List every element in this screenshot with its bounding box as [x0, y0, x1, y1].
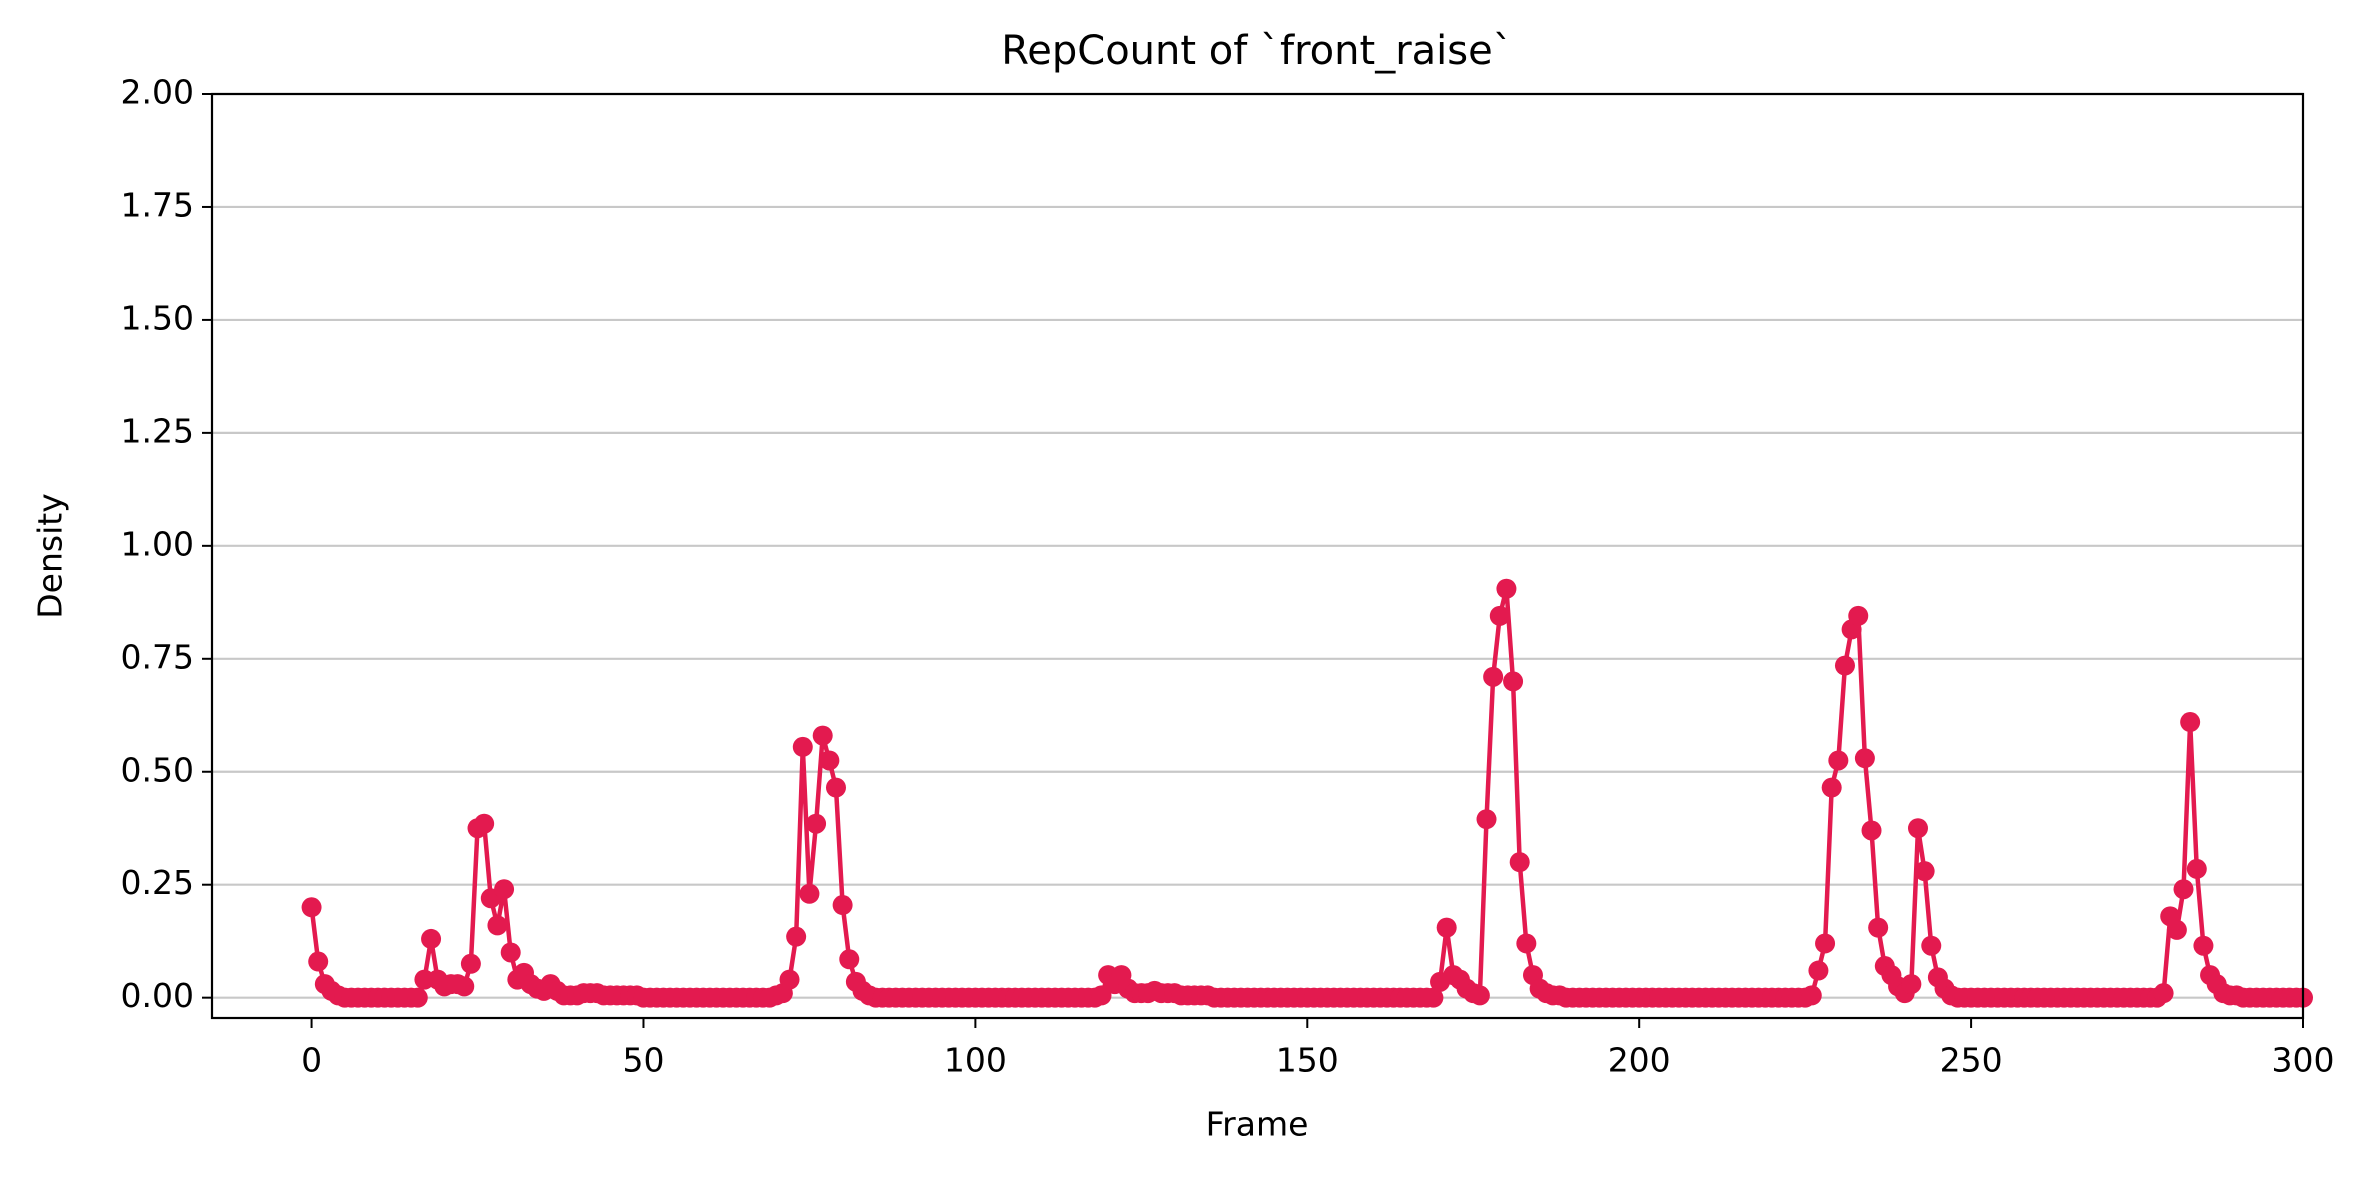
chart-title: RepCount of `front_raise` [1001, 28, 1512, 74]
point [2153, 983, 2174, 1004]
point [819, 750, 840, 771]
x-tick-label: 200 [1608, 1041, 1671, 1080]
point [494, 879, 515, 900]
y-axis-label: Density [31, 493, 70, 618]
x-tick-label: 100 [944, 1041, 1007, 1080]
point [1854, 748, 1875, 769]
x-tick-label: 250 [1940, 1041, 2003, 1080]
point [1476, 809, 1497, 830]
point [1489, 605, 1510, 626]
point [1868, 917, 1889, 938]
point [1907, 818, 1928, 839]
point [454, 976, 475, 997]
point [1901, 974, 1922, 995]
point [407, 987, 428, 1008]
point [2186, 858, 2207, 879]
y-tick-label: 1.75 [121, 185, 194, 224]
x-tick-label: 300 [2272, 1041, 2335, 1080]
point [2180, 712, 2201, 733]
y-tick-label: 1.00 [121, 524, 194, 563]
y-tick-label: 0.75 [121, 637, 194, 676]
y-tick-label: 0.00 [121, 976, 194, 1015]
x-tick-label: 0 [301, 1041, 322, 1080]
point [421, 928, 442, 949]
point [1828, 750, 1849, 771]
point [474, 813, 495, 834]
point [779, 969, 800, 990]
point [2173, 879, 2194, 900]
point [1848, 605, 1869, 626]
point [1914, 861, 1935, 882]
point [839, 949, 860, 970]
x-tick-label: 50 [622, 1041, 664, 1080]
point [1516, 933, 1537, 954]
y-tick-label: 1.50 [121, 298, 194, 337]
point [1861, 820, 1882, 841]
point [1509, 852, 1530, 873]
point [825, 777, 846, 798]
point [460, 953, 481, 974]
y-tick-label: 0.25 [121, 863, 194, 902]
point [1921, 935, 1942, 956]
point [308, 951, 329, 972]
point [1821, 777, 1842, 798]
x-tick-label: 150 [1276, 1041, 1339, 1080]
point [1436, 917, 1457, 938]
point [1503, 671, 1524, 692]
line [309, 586, 2303, 1000]
point [792, 736, 813, 757]
point [1801, 985, 1822, 1006]
point [500, 942, 521, 963]
point [1423, 987, 1444, 1008]
point [1469, 985, 1490, 1006]
point [1834, 655, 1855, 676]
point [1808, 960, 1829, 981]
point [301, 897, 322, 918]
y-tick-label: 2.00 [121, 73, 194, 112]
point [806, 813, 827, 834]
point [812, 725, 833, 746]
point [2193, 935, 2214, 956]
x-axis-label: Frame [1206, 1105, 1309, 1144]
point [799, 883, 820, 904]
plot-frame [210, 92, 2305, 1020]
point [1496, 578, 1517, 599]
point [487, 915, 508, 936]
point [2166, 919, 2187, 940]
point [1483, 666, 1504, 687]
point [1091, 985, 1112, 1006]
point [1815, 933, 1836, 954]
y-tick-label: 0.50 [121, 750, 194, 789]
point [786, 926, 807, 947]
point [832, 895, 853, 916]
y-tick-label: 1.25 [121, 411, 194, 450]
